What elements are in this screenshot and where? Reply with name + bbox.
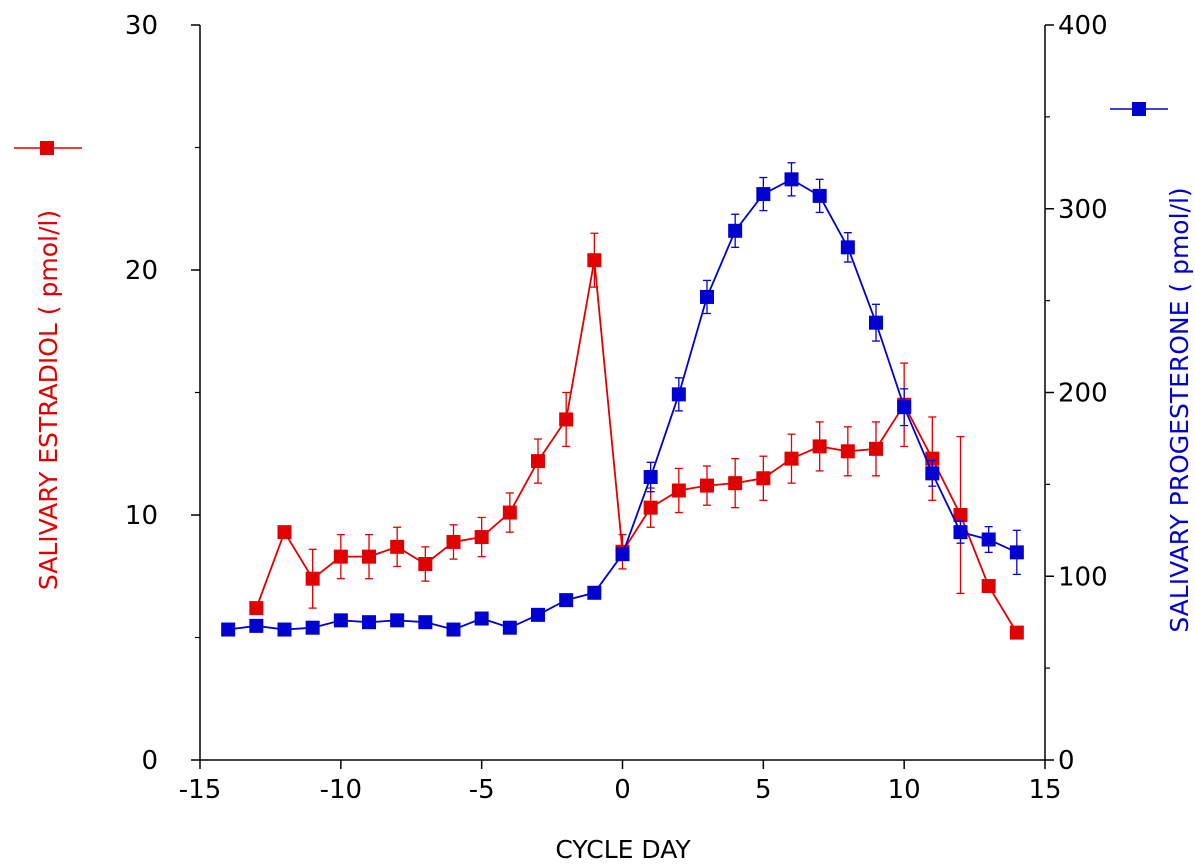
estradiol-point [390, 539, 405, 554]
x-tick-label: 5 [755, 775, 772, 805]
left-legend-marker [40, 141, 54, 155]
estradiol-point [305, 571, 320, 586]
estradiol-point [474, 530, 489, 545]
progesterone-point [362, 615, 376, 630]
estradiol-point [559, 412, 574, 427]
y-right-tick-label: 0 [1058, 746, 1075, 776]
progesterone-series [221, 162, 1024, 637]
estradiol-point [1009, 625, 1024, 640]
y-left-tick-label: 20 [125, 256, 158, 286]
estradiol-point [671, 483, 686, 498]
progesterone-point [474, 611, 489, 626]
progesterone-point [531, 607, 545, 622]
estradiol-point [700, 478, 714, 493]
y-left-tick-label: 0 [141, 746, 158, 776]
estradiol-point [981, 579, 996, 594]
right-legend-marker [1132, 102, 1146, 116]
progesterone-point [897, 400, 912, 415]
estradiol-point [953, 508, 968, 522]
x-tick-label: 15 [1028, 775, 1061, 805]
progesterone-point [925, 466, 940, 481]
progesterone-point [390, 613, 405, 628]
series-layer [221, 162, 1024, 640]
x-tick-label: -10 [320, 775, 362, 805]
progesterone-point [249, 618, 264, 633]
progesterone-point [671, 387, 686, 402]
x-tick-label: -5 [469, 775, 495, 805]
estradiol-point [446, 534, 461, 549]
x-axis-title: CYCLE DAY [555, 835, 691, 864]
progesterone-point [700, 289, 714, 304]
estradiol-point [756, 471, 771, 486]
x-tick-label: 0 [614, 775, 631, 805]
progesterone-point [305, 620, 320, 635]
estradiol-point [249, 601, 264, 616]
estradiol-point [333, 549, 348, 564]
progesterone-point [643, 470, 658, 485]
progesterone-point [587, 585, 602, 600]
progesterone-point [869, 315, 883, 330]
progesterone-point [840, 240, 855, 255]
estradiol-point [840, 444, 855, 459]
estradiol-series-line [255, 260, 1018, 634]
x-tick-label: 10 [888, 775, 921, 805]
y-left-tick-label: 30 [125, 11, 158, 41]
progesterone-point [728, 223, 743, 238]
y-right-tick-label: 300 [1058, 195, 1108, 225]
progesterone-point [981, 532, 996, 547]
y-right-tick-label: 400 [1058, 11, 1108, 41]
left-axis-title-group: SALIVARY ESTRADIOL ( pmol/l) [14, 141, 82, 590]
estradiol-point [531, 454, 545, 469]
estradiol-point [587, 253, 602, 268]
progesterone-point [559, 593, 574, 608]
progesterone-point [221, 622, 236, 637]
right-axis-title: SALIVARY PROGESTERONE ( pmol/l) [1165, 187, 1194, 632]
estradiol-point [502, 505, 517, 520]
x-tick-label: -15 [179, 775, 221, 805]
progesterone-point [756, 187, 771, 202]
progesterone-point [812, 188, 827, 203]
estradiol-point [784, 451, 799, 466]
progesterone-point [615, 547, 630, 562]
estradiol-series [249, 232, 1024, 640]
progesterone-point [953, 525, 968, 540]
estradiol-point [925, 451, 940, 466]
estradiol-point [362, 549, 376, 564]
progesterone-point [1009, 545, 1024, 560]
y-right-tick-label: 200 [1058, 379, 1108, 409]
estradiol-point [812, 439, 827, 454]
y-left-tick-label: 10 [125, 501, 158, 531]
progesterone-point [277, 622, 292, 637]
estradiol-point [418, 557, 433, 571]
estradiol-point [728, 476, 743, 491]
progesterone-point [784, 172, 799, 187]
right-axis-title-group: SALIVARY PROGESTERONE ( pmol/l) [1110, 102, 1194, 633]
progesterone-point [446, 622, 461, 637]
left-axis-title: SALIVARY ESTRADIOL ( pmol/l) [34, 210, 63, 590]
estradiol-point [869, 441, 883, 456]
estradiol-point [643, 500, 658, 515]
progesterone-point [333, 613, 348, 628]
progesterone-point [502, 620, 517, 635]
y-right-tick-label: 100 [1058, 562, 1108, 592]
progesterone-point [418, 615, 433, 630]
estradiol-point [277, 525, 292, 540]
